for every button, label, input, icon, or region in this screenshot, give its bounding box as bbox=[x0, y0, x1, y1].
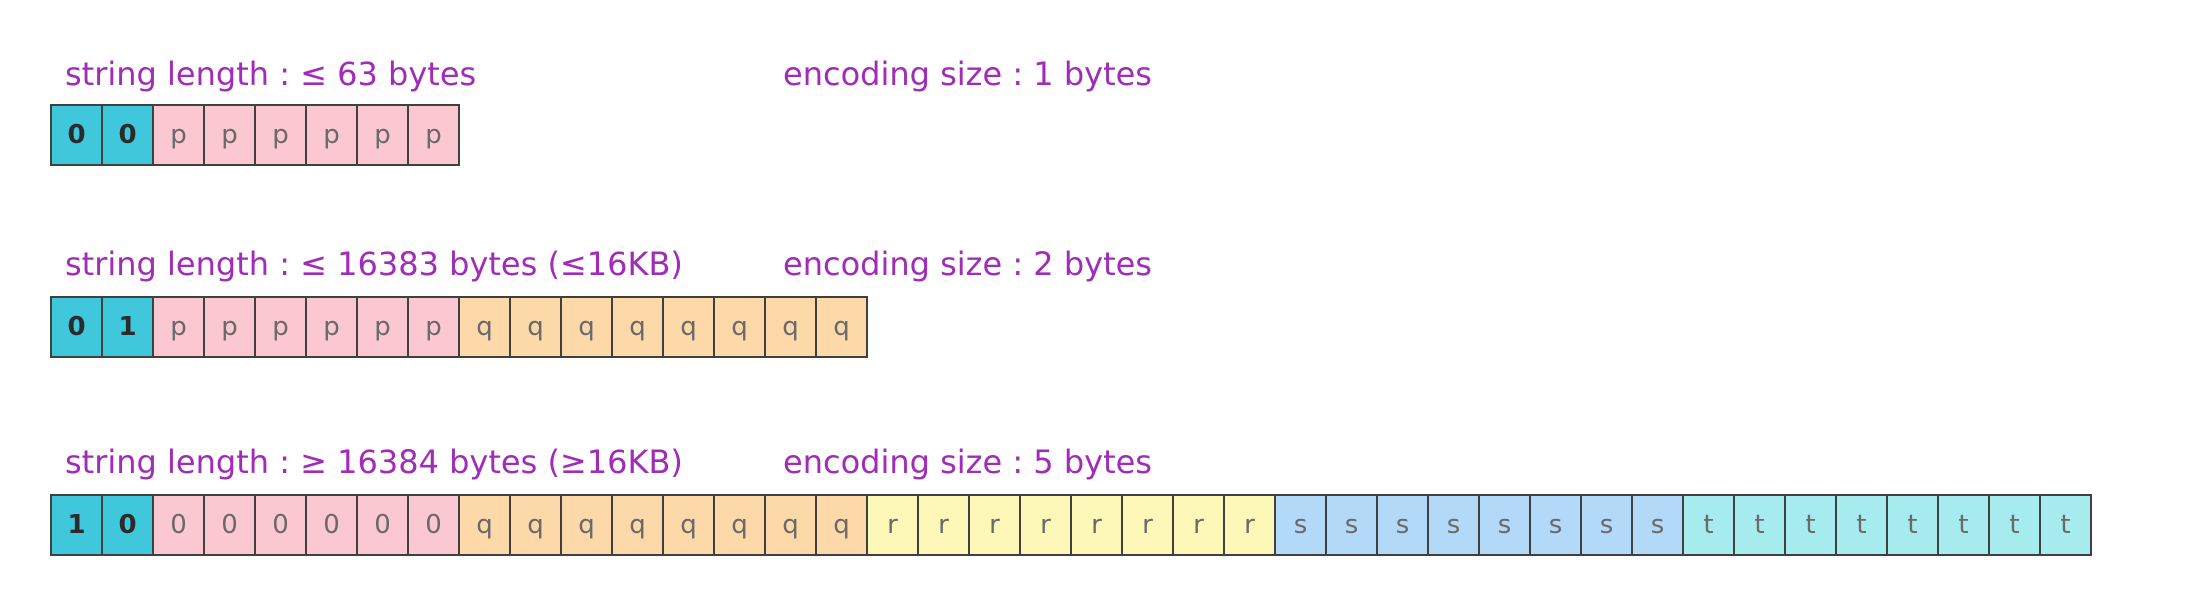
data-bit-cell-q: q bbox=[715, 496, 766, 554]
data-bit-cell-p: p bbox=[205, 298, 256, 356]
data-bit-cell-s: s bbox=[1531, 496, 1582, 554]
data-bit-cell-q: q bbox=[817, 496, 868, 554]
data-bit-cell-r: r bbox=[1225, 496, 1276, 554]
header-bit-cell: 0 bbox=[103, 106, 154, 164]
data-bit-cell-t: t bbox=[2041, 496, 2092, 554]
data-bit-cell-r: r bbox=[1174, 496, 1225, 554]
data-bit-cell-r: r bbox=[970, 496, 1021, 554]
header-bit-cell: 0 bbox=[103, 496, 154, 554]
data-bit-cell-q: q bbox=[562, 496, 613, 554]
data-bit-cell-q: q bbox=[817, 298, 868, 356]
data-bit-cell-p: p bbox=[256, 106, 307, 164]
data-bit-cell-p: p bbox=[409, 106, 460, 164]
data-bit-cell-t: t bbox=[1735, 496, 1786, 554]
data-bit-cell-q: q bbox=[511, 298, 562, 356]
data-bit-cell-p: p bbox=[205, 106, 256, 164]
row-3-length-label: string length : ≥ 16384 bytes (≥16KB) bbox=[65, 443, 683, 481]
data-bit-cell-r: r bbox=[919, 496, 970, 554]
data-bit-cell-t: t bbox=[1939, 496, 1990, 554]
data-bit-cell-t: t bbox=[1888, 496, 1939, 554]
data-bit-cell-q: q bbox=[460, 298, 511, 356]
row-2-encoding-size-label: encoding size : 2 bytes bbox=[783, 245, 1152, 283]
data-bit-cell-r: r bbox=[868, 496, 919, 554]
data-bit-cell-q: q bbox=[613, 298, 664, 356]
header-bit-cell: 1 bbox=[103, 298, 154, 356]
data-bit-cell-p: p bbox=[358, 298, 409, 356]
data-bit-cell-q: q bbox=[562, 298, 613, 356]
data-bit-cell-p: p bbox=[154, 298, 205, 356]
data-bit-cell-t: t bbox=[1990, 496, 2041, 554]
data-bit-cell-r: r bbox=[1021, 496, 1072, 554]
row-3-encoding-size-label: encoding size : 5 bytes bbox=[783, 443, 1152, 481]
data-bit-cell-p: 0 bbox=[307, 496, 358, 554]
data-bit-cell-s: s bbox=[1429, 496, 1480, 554]
data-bit-cell-t: t bbox=[1684, 496, 1735, 554]
data-bit-cell-r: r bbox=[1123, 496, 1174, 554]
row-1-encoding-size-label: encoding size : 1 bytes bbox=[783, 55, 1152, 93]
data-bit-cell-p: p bbox=[256, 298, 307, 356]
data-bit-cell-s: s bbox=[1327, 496, 1378, 554]
data-bit-cell-s: s bbox=[1582, 496, 1633, 554]
data-bit-cell-t: t bbox=[1837, 496, 1888, 554]
data-bit-cell-s: s bbox=[1276, 496, 1327, 554]
data-bit-cell-q: q bbox=[613, 496, 664, 554]
data-bit-cell-q: q bbox=[715, 298, 766, 356]
data-bit-cell-r: r bbox=[1072, 496, 1123, 554]
data-bit-cell-s: s bbox=[1480, 496, 1531, 554]
header-bit-cell: 0 bbox=[52, 298, 103, 356]
data-bit-cell-p: 0 bbox=[205, 496, 256, 554]
data-bit-cell-p: 0 bbox=[409, 496, 460, 554]
header-bit-cell: 0 bbox=[52, 106, 103, 164]
data-bit-cell-p: 0 bbox=[154, 496, 205, 554]
data-bit-cell-p: p bbox=[154, 106, 205, 164]
data-bit-cell-q: q bbox=[766, 298, 817, 356]
row-1-length-label: string length : ≤ 63 bytes bbox=[65, 55, 477, 93]
data-bit-cell-p: p bbox=[409, 298, 460, 356]
header-bit-cell: 1 bbox=[52, 496, 103, 554]
data-bit-cell-t: t bbox=[1786, 496, 1837, 554]
data-bit-cell-p: 0 bbox=[256, 496, 307, 554]
data-bit-cell-q: q bbox=[460, 496, 511, 554]
data-bit-cell-q: q bbox=[511, 496, 562, 554]
data-bit-cell-q: q bbox=[664, 496, 715, 554]
data-bit-cell-q: q bbox=[664, 298, 715, 356]
data-bit-cell-p: p bbox=[307, 298, 358, 356]
data-bit-cell-s: s bbox=[1633, 496, 1684, 554]
data-bit-cell-p: p bbox=[358, 106, 409, 164]
data-bit-cell-q: q bbox=[766, 496, 817, 554]
row-2-length-label: string length : ≤ 16383 bytes (≤16KB) bbox=[65, 245, 683, 283]
data-bit-cell-p: p bbox=[307, 106, 358, 164]
data-bit-cell-p: 0 bbox=[358, 496, 409, 554]
data-bit-cell-s: s bbox=[1378, 496, 1429, 554]
